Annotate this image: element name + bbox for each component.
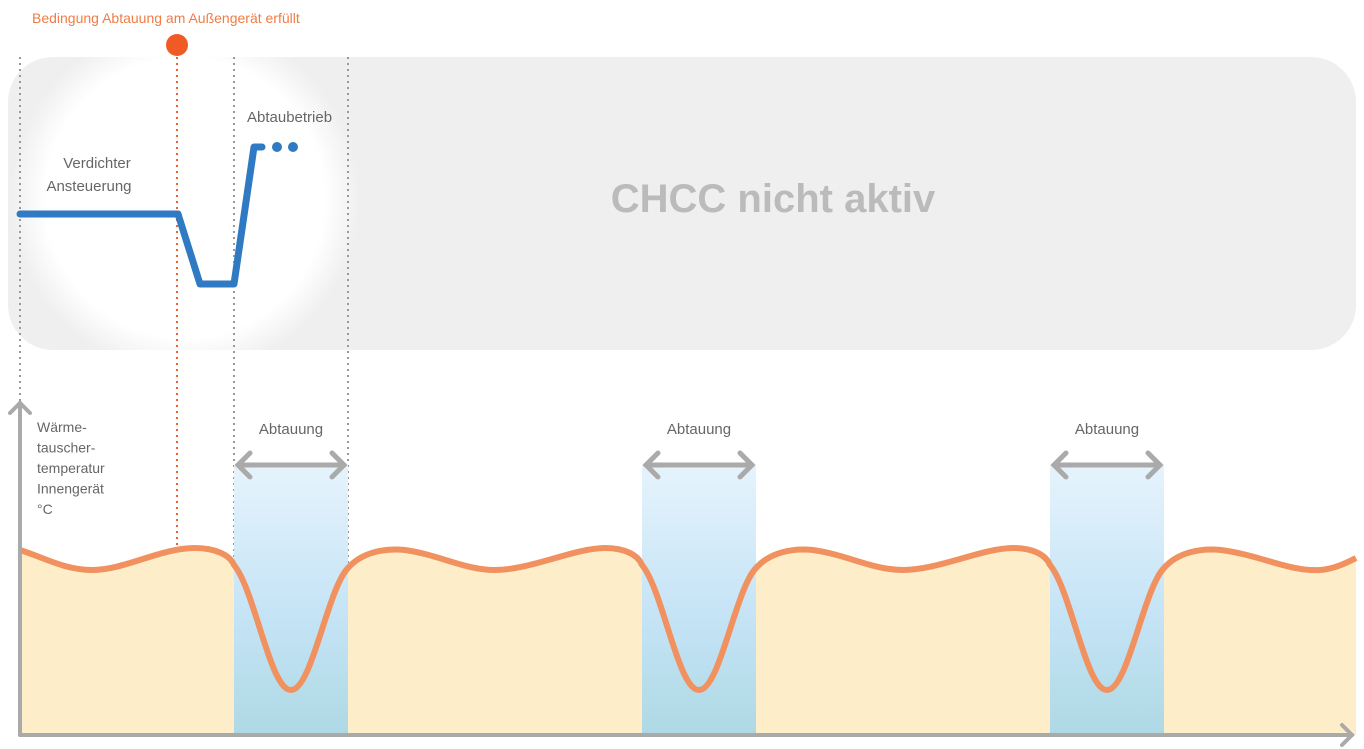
y-axis-label: Innengerät (37, 481, 104, 497)
arrow-head (8, 400, 32, 415)
annotation: Bedingung Abtauung am Außengerät erfüllt (32, 10, 300, 26)
temperature-curve (19, 544, 1358, 694)
defrost-label: Abtauung (667, 421, 731, 438)
defrost-label: Abtauung (1075, 421, 1139, 438)
arrow-head (737, 450, 756, 480)
temperature-area (20, 548, 1356, 735)
panel-title: CHCC nicht aktiv (611, 177, 936, 221)
defrost-label: Abtauung (259, 421, 323, 438)
double-arrow (234, 450, 348, 480)
double-arrow (642, 450, 756, 480)
compressor-label: Ansteuerung (46, 178, 131, 195)
axes (8, 400, 1355, 747)
y-axis-label: temperatur (37, 460, 105, 476)
dot (272, 142, 282, 152)
compressor-label: Verdichter (63, 155, 131, 172)
arrow-head (642, 450, 661, 480)
y-axis-label: tauscher- (37, 440, 96, 456)
mode-label: Abtaubetrieb (247, 109, 332, 126)
arrow-head (329, 450, 348, 480)
glow (10, 23, 360, 373)
arrow-head (1340, 723, 1355, 747)
dot (288, 142, 298, 152)
y-axis-label: °C (37, 501, 53, 517)
arrow-head (1050, 450, 1069, 480)
double-arrow (1050, 450, 1164, 480)
arrow-head (1145, 450, 1164, 480)
arrow-head (234, 450, 253, 480)
y-axis-label: Wärme- (37, 419, 87, 435)
condition-dot (166, 34, 188, 56)
compressor-line (16, 143, 266, 288)
